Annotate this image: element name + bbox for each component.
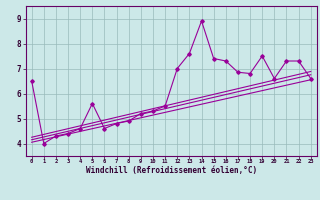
X-axis label: Windchill (Refroidissement éolien,°C): Windchill (Refroidissement éolien,°C): [86, 166, 257, 175]
